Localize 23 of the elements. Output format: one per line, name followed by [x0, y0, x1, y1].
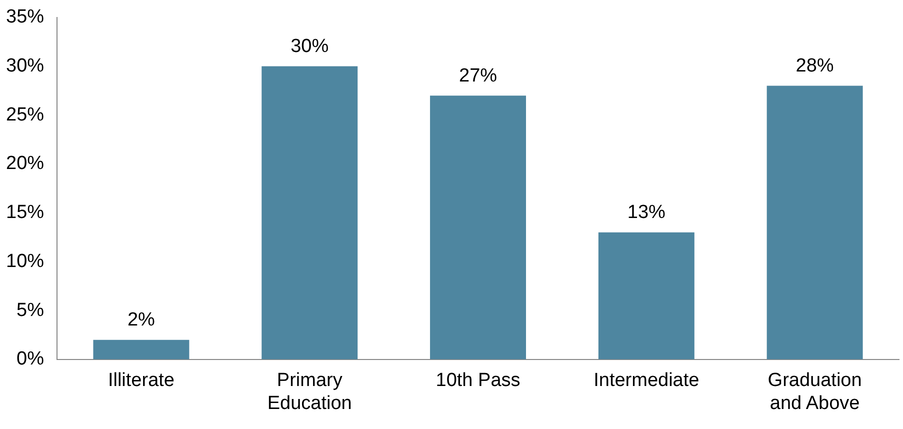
- y-tick-label: 25%: [6, 104, 44, 126]
- bar: [430, 96, 526, 360]
- bar: [262, 66, 358, 360]
- data-label: 28%: [796, 56, 834, 77]
- y-tick-label: 5%: [16, 300, 44, 321]
- y-tick-label: 30%: [6, 55, 44, 76]
- x-tick-label: 10th Pass: [436, 370, 520, 392]
- bar: [766, 86, 863, 360]
- y-tick-label: 15%: [6, 202, 44, 224]
- x-tick-label: Intermediate: [594, 370, 700, 392]
- y-tick-label: 35%: [6, 6, 44, 28]
- data-label: 30%: [290, 36, 329, 57]
- y-tick-label: 20%: [6, 153, 44, 174]
- data-label: 13%: [627, 202, 666, 224]
- x-tick-label: Primary Education: [267, 370, 352, 414]
- y-tick-label: 0%: [16, 348, 44, 370]
- y-tick-label: 10%: [6, 250, 44, 272]
- bar: [598, 232, 694, 360]
- data-label: 2%: [127, 310, 156, 331]
- bar: [93, 340, 190, 360]
- x-tick-label: Graduation and Above: [768, 370, 862, 414]
- data-label: 27%: [459, 65, 498, 86]
- x-tick-label: Illiterate: [108, 370, 174, 392]
